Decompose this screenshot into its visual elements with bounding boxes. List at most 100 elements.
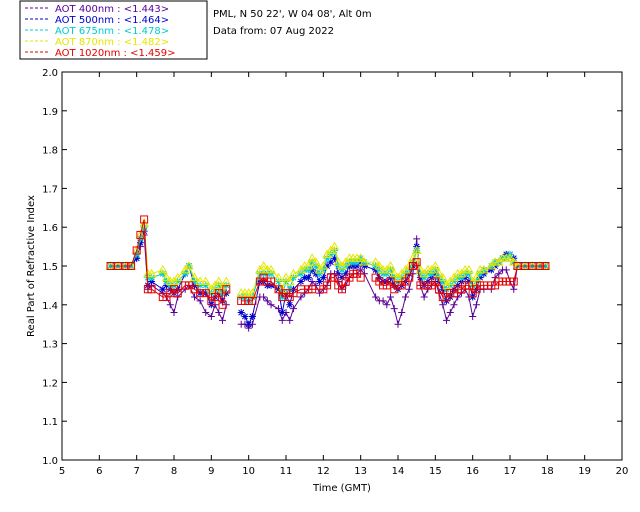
data-point [359, 257, 370, 266]
series-line [241, 273, 362, 302]
data-point [480, 270, 488, 278]
data-point [148, 278, 156, 286]
data-point [398, 309, 406, 317]
legend-entry: AOT 675nm : <1.478> [55, 26, 169, 37]
data-point [372, 262, 380, 270]
data-point [342, 262, 350, 270]
data-point [405, 273, 414, 282]
data-point [469, 312, 477, 320]
data-point [338, 285, 346, 294]
data-point [437, 272, 448, 282]
data-point [148, 274, 156, 282]
data-point [157, 264, 168, 274]
series-layer [105, 215, 551, 332]
x-tick-label: 14 [392, 466, 405, 477]
data-point [424, 270, 432, 278]
data-point [476, 274, 484, 282]
data-point [159, 285, 167, 293]
data-point [304, 274, 312, 282]
data-point [288, 268, 299, 278]
y-tick-label: 1.0 [42, 456, 58, 467]
data-point [307, 253, 317, 262]
data-point [301, 266, 309, 274]
data-point [312, 262, 320, 270]
data-point [219, 316, 227, 324]
x-tick-label: 11 [280, 466, 293, 477]
y-tick-label: 1.7 [42, 184, 58, 195]
data-point [510, 285, 518, 293]
data-point [323, 262, 331, 270]
data-point [428, 270, 436, 278]
data-point [248, 312, 256, 320]
data-point [495, 270, 503, 278]
data-point [237, 309, 245, 317]
data-point [327, 258, 335, 266]
data-point [457, 274, 465, 282]
site-info: PML, N 50 22', W 04 08', Alt 0m [213, 9, 372, 20]
data-point [311, 257, 321, 266]
data-point [327, 250, 335, 258]
data-point [450, 278, 458, 286]
y-tick-label: 1.1 [42, 417, 58, 428]
data-point [323, 254, 331, 262]
data-point [241, 312, 249, 320]
data-point [170, 309, 178, 317]
data-point [273, 272, 284, 282]
x-tick-label: 9 [208, 466, 214, 477]
data-point [196, 281, 204, 289]
data-point [541, 262, 550, 270]
data-point [247, 288, 258, 297]
data-point [289, 274, 297, 282]
data-point [374, 260, 385, 270]
data-point [284, 276, 295, 286]
data-point [464, 264, 474, 274]
y-tick-label: 1.3 [42, 340, 58, 351]
data-point [263, 297, 271, 305]
data-point [372, 266, 380, 274]
legend-entry: AOT 500nm : <1.464> [55, 15, 169, 26]
data-point [301, 274, 309, 282]
data-point [535, 262, 544, 270]
data-point [465, 270, 473, 278]
data-point [412, 258, 421, 267]
data-point [509, 277, 518, 286]
data-point [201, 289, 210, 298]
data-point [275, 305, 283, 313]
data-point [174, 278, 182, 286]
data-point [121, 262, 130, 270]
data-point [383, 270, 391, 278]
data-point [434, 268, 444, 278]
data-point [213, 276, 224, 286]
data-point [323, 281, 332, 290]
data-point [416, 270, 424, 278]
data-point [308, 285, 317, 294]
data-point [297, 293, 305, 301]
data-point [196, 297, 204, 305]
data-point [333, 257, 344, 266]
data-point [196, 289, 205, 298]
data-point [267, 270, 275, 278]
data-point [385, 260, 396, 270]
legend-entry: AOT 1020nm : <1.459> [55, 48, 175, 59]
y-axis-label: Real Part of Refractive Index [26, 195, 37, 337]
data-point [505, 253, 515, 262]
data-point [267, 301, 275, 309]
data-point [136, 230, 145, 239]
data-point [248, 296, 257, 305]
data-point [394, 320, 402, 328]
legend: AOT 400nm : <1.443>AOT 500nm : <1.464>AO… [19, 0, 208, 60]
data-point [390, 305, 398, 313]
x-tick-label: 8 [171, 466, 177, 477]
data-point [331, 254, 339, 262]
data-point [443, 316, 451, 324]
x-tick-label: 7 [133, 466, 139, 477]
data-point [195, 276, 205, 286]
data-point [266, 264, 276, 274]
data-point [163, 281, 171, 289]
data-point [446, 281, 454, 289]
data-point [389, 268, 400, 278]
x-tick-label: 5 [59, 466, 65, 477]
data-point [308, 266, 316, 274]
data-point [107, 262, 115, 270]
